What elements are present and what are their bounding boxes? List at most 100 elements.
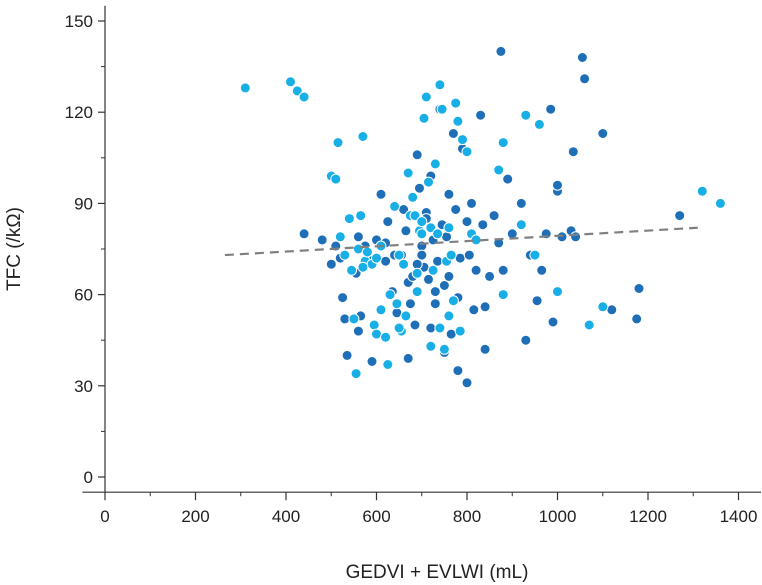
data-point: [402, 167, 414, 179]
data-point: [391, 298, 403, 310]
data-point: [443, 310, 455, 322]
x-tick-label: 1200: [629, 507, 667, 526]
data-point: [325, 258, 337, 270]
data-point: [674, 210, 686, 222]
x-tick-label: 600: [362, 507, 390, 526]
data-point: [497, 264, 509, 276]
data-point: [239, 82, 251, 94]
data-point: [552, 286, 563, 298]
data-point: [350, 368, 362, 380]
data-point: [384, 289, 396, 301]
data-point: [545, 103, 557, 115]
data-point: [352, 325, 364, 337]
data-point: [520, 109, 532, 121]
data-point: [515, 219, 527, 231]
data-point: [404, 298, 416, 310]
data-point: [298, 228, 310, 240]
data-point: [432, 228, 444, 240]
y-tick-label: 30: [74, 377, 93, 396]
data-point: [429, 158, 441, 170]
data-point: [457, 134, 468, 146]
data-point: [411, 286, 423, 298]
data-point: [316, 234, 328, 246]
data-point: [714, 197, 726, 209]
y-tick-label: 90: [74, 194, 93, 213]
data-point: [298, 91, 310, 103]
data-point: [407, 191, 419, 203]
x-tick-label: 200: [181, 507, 209, 526]
x-tick-label: 800: [453, 507, 481, 526]
data-point: [493, 164, 505, 176]
data-point: [411, 267, 423, 279]
data-point: [425, 222, 437, 234]
data-point: [389, 200, 401, 212]
data-point: [423, 176, 434, 188]
data-point: [479, 343, 491, 355]
data-point: [497, 289, 509, 301]
data-point: [520, 334, 532, 346]
data-point: [533, 118, 545, 130]
data-point: [339, 313, 351, 325]
data-point: [402, 352, 414, 364]
data-point: [380, 331, 392, 343]
x-axis-title: GEDVI + EVLWI (mL): [346, 562, 529, 583]
x-tick-label: 1400: [720, 507, 758, 526]
data-point: [423, 273, 434, 285]
data-point: [382, 216, 394, 228]
data-point: [552, 179, 563, 191]
data-point: [393, 249, 405, 261]
data-point: [529, 249, 541, 261]
data-point: [454, 252, 466, 264]
data-point: [371, 328, 382, 340]
data-point: [420, 91, 432, 103]
data-point: [468, 304, 480, 316]
data-point: [606, 304, 618, 316]
data-point: [416, 228, 428, 240]
data-point: [579, 73, 591, 85]
x-axis-ticks: 0 200 400 600 800 1000 1200 1400: [100, 492, 757, 526]
data-point: [357, 261, 369, 273]
data-point: [438, 343, 450, 355]
data-point: [443, 270, 455, 282]
data-point: [398, 258, 410, 270]
data-point: [477, 219, 489, 231]
data-point: [291, 85, 303, 97]
data-point: [416, 216, 428, 228]
data-point: [341, 349, 353, 361]
data-point: [416, 249, 428, 261]
data-point: [443, 188, 455, 200]
data-point: [461, 146, 473, 158]
data-point: [470, 264, 482, 276]
data-point: [434, 79, 446, 91]
data-point: [366, 356, 378, 367]
data-point: [536, 264, 548, 276]
data-point: [380, 255, 392, 267]
data-point: [466, 197, 477, 209]
data-point: [375, 304, 387, 316]
data-point: [461, 377, 473, 389]
data-point: [443, 222, 455, 234]
data-point: [531, 295, 543, 307]
data-point: [445, 249, 457, 261]
data-point: [357, 131, 369, 142]
data-point: [445, 328, 457, 340]
x-tick-label: 1000: [539, 507, 577, 526]
data-point: [502, 173, 514, 185]
data-point: [447, 295, 459, 307]
data-point: [633, 283, 645, 294]
data-point: [425, 322, 437, 334]
data-point: [434, 322, 446, 334]
y-tick-label: 150: [65, 12, 93, 31]
y-tick-label: 60: [74, 286, 93, 305]
data-point: [368, 319, 380, 331]
data-point: [429, 286, 441, 298]
data-point: [414, 182, 425, 194]
data-point: [393, 322, 405, 334]
data-point: [382, 359, 394, 370]
data-point: [441, 231, 453, 243]
chart-marks: [239, 45, 726, 389]
data-point: [454, 325, 466, 337]
data-point: [411, 258, 423, 270]
data-point: [334, 231, 346, 243]
